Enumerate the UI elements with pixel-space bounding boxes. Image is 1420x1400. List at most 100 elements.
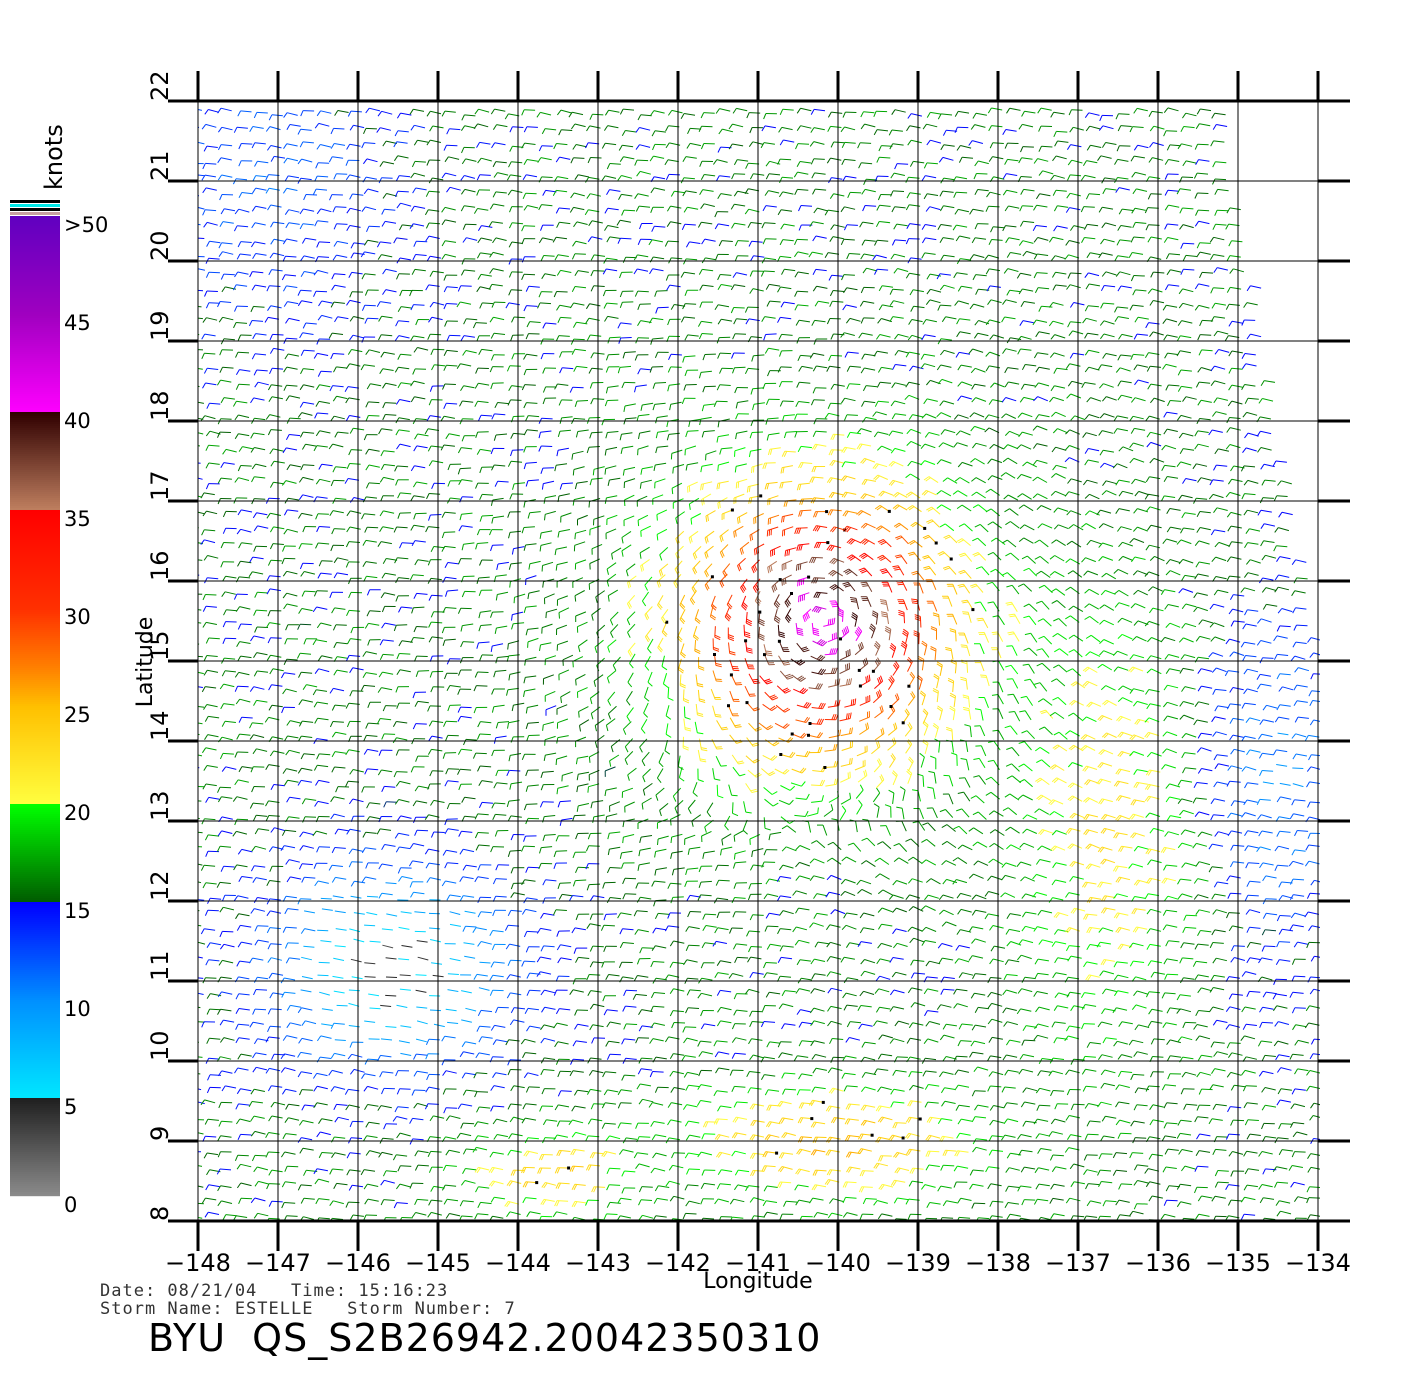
wind-barb bbox=[1146, 703, 1161, 710]
wind-barb bbox=[472, 322, 487, 329]
wind-barb bbox=[1049, 571, 1065, 578]
wind-barb bbox=[890, 1101, 905, 1108]
wind-barb bbox=[650, 1167, 666, 1174]
wind-barb bbox=[1178, 588, 1194, 594]
wind-barb bbox=[317, 572, 332, 579]
wind-barb bbox=[216, 379, 232, 386]
wind-barb bbox=[1086, 1200, 1102, 1207]
wind-barb bbox=[860, 1119, 876, 1126]
wind-barb bbox=[942, 1149, 957, 1157]
wind-barb bbox=[1165, 622, 1181, 628]
wind-barb bbox=[506, 992, 522, 999]
wind-barb bbox=[666, 205, 682, 212]
wind-barb bbox=[714, 1051, 730, 1058]
colorbar-band bbox=[10, 312, 60, 315]
wind-barb bbox=[941, 840, 957, 849]
colorbar-band bbox=[10, 486, 60, 489]
wind-barb bbox=[479, 654, 494, 661]
colorbar-band bbox=[10, 1092, 60, 1095]
colorbar-band bbox=[10, 784, 60, 787]
wind-barb bbox=[636, 1083, 651, 1090]
colorbar-band bbox=[10, 390, 60, 393]
wind-barb bbox=[475, 542, 489, 550]
wind-barb bbox=[1181, 574, 1196, 581]
wind-barb bbox=[924, 894, 939, 901]
wind-barb bbox=[991, 631, 1004, 642]
wind-barb bbox=[763, 1211, 778, 1218]
wind-barb bbox=[829, 600, 841, 612]
wind-barb bbox=[477, 225, 493, 232]
colorbar-band bbox=[10, 588, 60, 591]
wind-barb bbox=[975, 745, 987, 757]
wind-barb bbox=[1101, 1115, 1117, 1122]
colorbar-band bbox=[10, 586, 60, 589]
wind-barb bbox=[605, 385, 619, 394]
wind-barb bbox=[1117, 394, 1133, 401]
wind-barb bbox=[217, 786, 232, 793]
wind-barb bbox=[572, 1040, 587, 1047]
wind-barb bbox=[893, 857, 909, 864]
wind-barb bbox=[593, 674, 604, 687]
wind-barb bbox=[1259, 497, 1274, 504]
wind-barb bbox=[219, 366, 234, 373]
colorbar-band bbox=[10, 1034, 60, 1037]
wind-barb bbox=[251, 1154, 266, 1162]
wind-barb bbox=[198, 992, 204, 995]
wind-barb bbox=[1307, 1153, 1320, 1159]
wind-barb bbox=[1102, 1200, 1117, 1207]
wind-barb bbox=[930, 755, 937, 770]
wind-barb bbox=[285, 749, 300, 756]
wind-barb bbox=[888, 430, 904, 437]
wind-barb bbox=[634, 384, 647, 393]
wind-barb bbox=[316, 1056, 332, 1063]
colorbar-band bbox=[10, 596, 60, 599]
wind-barb bbox=[950, 659, 957, 674]
wind-barb bbox=[398, 1040, 410, 1044]
colorbar-band bbox=[10, 402, 60, 405]
wind-barb bbox=[779, 945, 794, 952]
wind-barb bbox=[1101, 1008, 1116, 1015]
wind-barb bbox=[824, 667, 838, 675]
wind-barb bbox=[650, 337, 664, 345]
colorbar-band bbox=[10, 634, 60, 637]
wind-barb bbox=[955, 1104, 970, 1111]
wind-barb bbox=[961, 599, 975, 612]
wind-barb bbox=[860, 457, 876, 464]
wind-barb bbox=[603, 1213, 618, 1220]
wind-barb bbox=[1261, 945, 1276, 952]
wind-barb bbox=[629, 653, 636, 669]
wind-barb bbox=[1241, 319, 1256, 326]
wind-barb bbox=[490, 1196, 506, 1203]
wind-barb bbox=[1067, 272, 1082, 279]
colorbar-band bbox=[10, 576, 60, 579]
wind-barb bbox=[554, 1200, 569, 1207]
wind-barb bbox=[841, 1072, 856, 1079]
wind-barb bbox=[1212, 1019, 1228, 1026]
wind-barb bbox=[681, 223, 696, 231]
wind-barb bbox=[206, 942, 222, 948]
wind-barb bbox=[859, 927, 875, 934]
wind-barb bbox=[443, 1107, 458, 1114]
wind-barb bbox=[415, 755, 429, 762]
wind-barb bbox=[253, 814, 268, 821]
wind-barb bbox=[1084, 615, 1099, 624]
wind-barb bbox=[269, 448, 285, 455]
wind-barb bbox=[682, 736, 689, 751]
wind-barb bbox=[1292, 783, 1304, 788]
wind-barb bbox=[476, 529, 491, 536]
colorbar-band bbox=[10, 544, 60, 547]
wind-barb bbox=[1112, 1169, 1128, 1176]
wind-barb bbox=[1022, 1087, 1038, 1093]
wind-barb bbox=[1084, 349, 1100, 356]
wind-barb bbox=[1117, 526, 1132, 532]
wind-barb bbox=[672, 787, 682, 802]
colorbar-band bbox=[10, 1146, 60, 1149]
colorbar-band bbox=[10, 1044, 60, 1047]
wind-barb bbox=[1192, 960, 1208, 967]
wind-barb bbox=[909, 1167, 924, 1174]
wind-barb bbox=[1166, 1055, 1182, 1062]
colorbar-band bbox=[10, 1056, 60, 1059]
colorbar-band bbox=[10, 416, 60, 419]
wind-barb bbox=[204, 734, 219, 740]
wind-barb bbox=[1181, 752, 1196, 759]
